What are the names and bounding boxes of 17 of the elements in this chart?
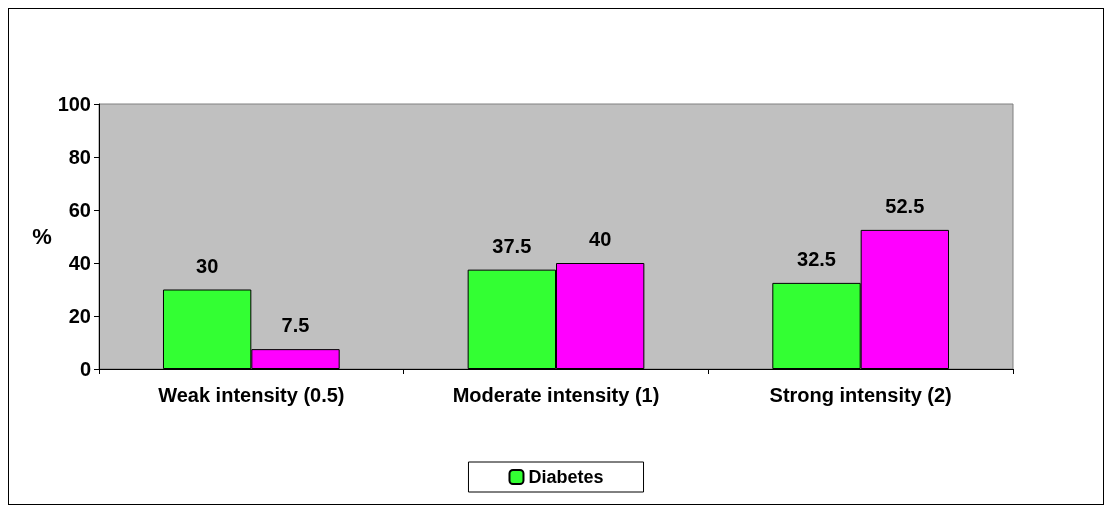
data-label: 32.5 — [797, 247, 836, 270]
x-tick-label: Moderate intensity (1) — [452, 384, 660, 406]
x-tick-label: Strong intensity (2) — [769, 384, 952, 406]
data-label: 52.5 — [885, 194, 925, 217]
data-label: 37.5 — [492, 234, 532, 257]
data-label: 7.5 — [281, 314, 310, 337]
data-label: 40 — [589, 228, 612, 250]
x-tick-label: Weak intensity (0.5) — [158, 384, 345, 406]
y-axis-title: % — [32, 224, 52, 249]
y-tick-label: 40 — [68, 252, 91, 274]
data-label: 30 — [196, 254, 219, 277]
y-tick-label: 80 — [68, 146, 91, 168]
legend-label: Diabetes — [528, 467, 604, 487]
y-tick-label: 60 — [68, 199, 91, 221]
y-tick-label: 20 — [68, 305, 91, 327]
y-tick-label: 100 — [57, 93, 91, 115]
y-tick-label: 0 — [79, 358, 91, 380]
